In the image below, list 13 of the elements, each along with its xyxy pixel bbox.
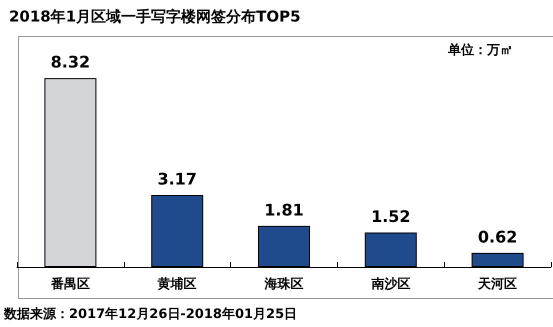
data-label: 0.62 <box>478 227 518 246</box>
text: 单位：万㎡ <box>447 42 513 58</box>
x-tick-label: 海珠区 <box>264 276 304 291</box>
x-tick-label: 黄埔区 <box>156 276 197 291</box>
data-label: 3.17 <box>157 170 197 189</box>
x-tick-label: 番禺区 <box>50 276 90 291</box>
data-label: 8.32 <box>50 52 90 72</box>
chart-title: 2018年1月区域一手写字楼网签分布TOP5 <box>9 8 301 26</box>
x-tick-label: 南沙区 <box>370 276 410 291</box>
data-label: 1.81 <box>264 200 304 220</box>
data-label: 1.52 <box>371 206 411 226</box>
x-tick-label: 天河区 <box>477 276 518 291</box>
source-note: 数据来源：2017年12月26日-2018年01月25日 <box>3 307 298 322</box>
